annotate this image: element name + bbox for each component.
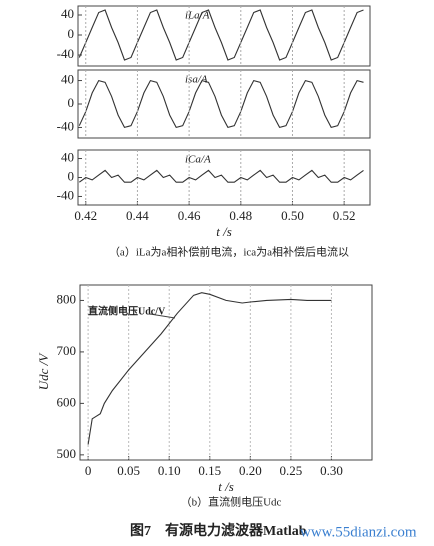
y-tick-label: 600 xyxy=(57,394,77,409)
y-tick-label: 700 xyxy=(57,343,77,358)
x-tick-label: 0.20 xyxy=(239,463,262,478)
data-line xyxy=(87,292,332,445)
data-line xyxy=(78,9,364,61)
x-tick-label: 0.52 xyxy=(333,208,356,223)
x-tick-label: 0.30 xyxy=(320,463,343,478)
legend-leader xyxy=(149,313,176,319)
y-tick-label: -40 xyxy=(57,46,74,61)
data-line xyxy=(78,79,364,129)
x-tick-label: 0.15 xyxy=(198,463,221,478)
x-axis-label: t /s xyxy=(216,224,232,239)
plot-frame xyxy=(79,284,373,461)
y-tick-label: 0 xyxy=(68,168,75,183)
figure-caption: 图7 有源电力滤波器Matlab xyxy=(130,522,307,539)
y-tick-label: 40 xyxy=(61,6,74,21)
y-axis-label: Udc /V xyxy=(36,352,51,391)
y-tick-label: 40 xyxy=(61,150,74,165)
y-tick-label: -40 xyxy=(57,187,74,202)
panel-label: iLa/A xyxy=(185,10,210,22)
y-tick-label: -40 xyxy=(57,118,74,133)
x-tick-label: 0.25 xyxy=(280,463,303,478)
x-tick-label: 0.46 xyxy=(178,208,201,223)
x-tick-label: 0 xyxy=(85,463,92,478)
x-tick-label: 0.05 xyxy=(117,463,140,478)
x-axis-label: t /s xyxy=(218,479,234,494)
x-tick-label: 0.48 xyxy=(229,208,252,223)
legend-label: 直流侧电压Udc/V xyxy=(88,304,166,317)
plot-frame xyxy=(77,69,371,139)
y-tick-label: 0 xyxy=(68,26,75,41)
y-tick-label: 40 xyxy=(61,72,74,87)
y-tick-label: 800 xyxy=(57,291,77,306)
plot-frame xyxy=(77,5,371,67)
subplot-caption: （a）iLa为a相补偿前电流，ica为a相补偿后电流以 xyxy=(109,245,349,259)
panel-label: iCa/A xyxy=(185,154,211,166)
y-tick-label: 500 xyxy=(57,446,77,461)
subplot-caption: （b）直流侧电压Udc xyxy=(181,495,282,509)
panel-label: isa/A xyxy=(185,74,208,86)
y-tick-label: 0 xyxy=(68,95,75,110)
data-line xyxy=(78,169,364,183)
x-tick-label: 0.10 xyxy=(158,463,181,478)
x-tick-label: 0.42 xyxy=(74,208,97,223)
x-tick-label: 0.44 xyxy=(126,208,149,223)
x-tick-label: 0.50 xyxy=(281,208,304,223)
watermark: www.55dianzi.com xyxy=(300,524,417,540)
